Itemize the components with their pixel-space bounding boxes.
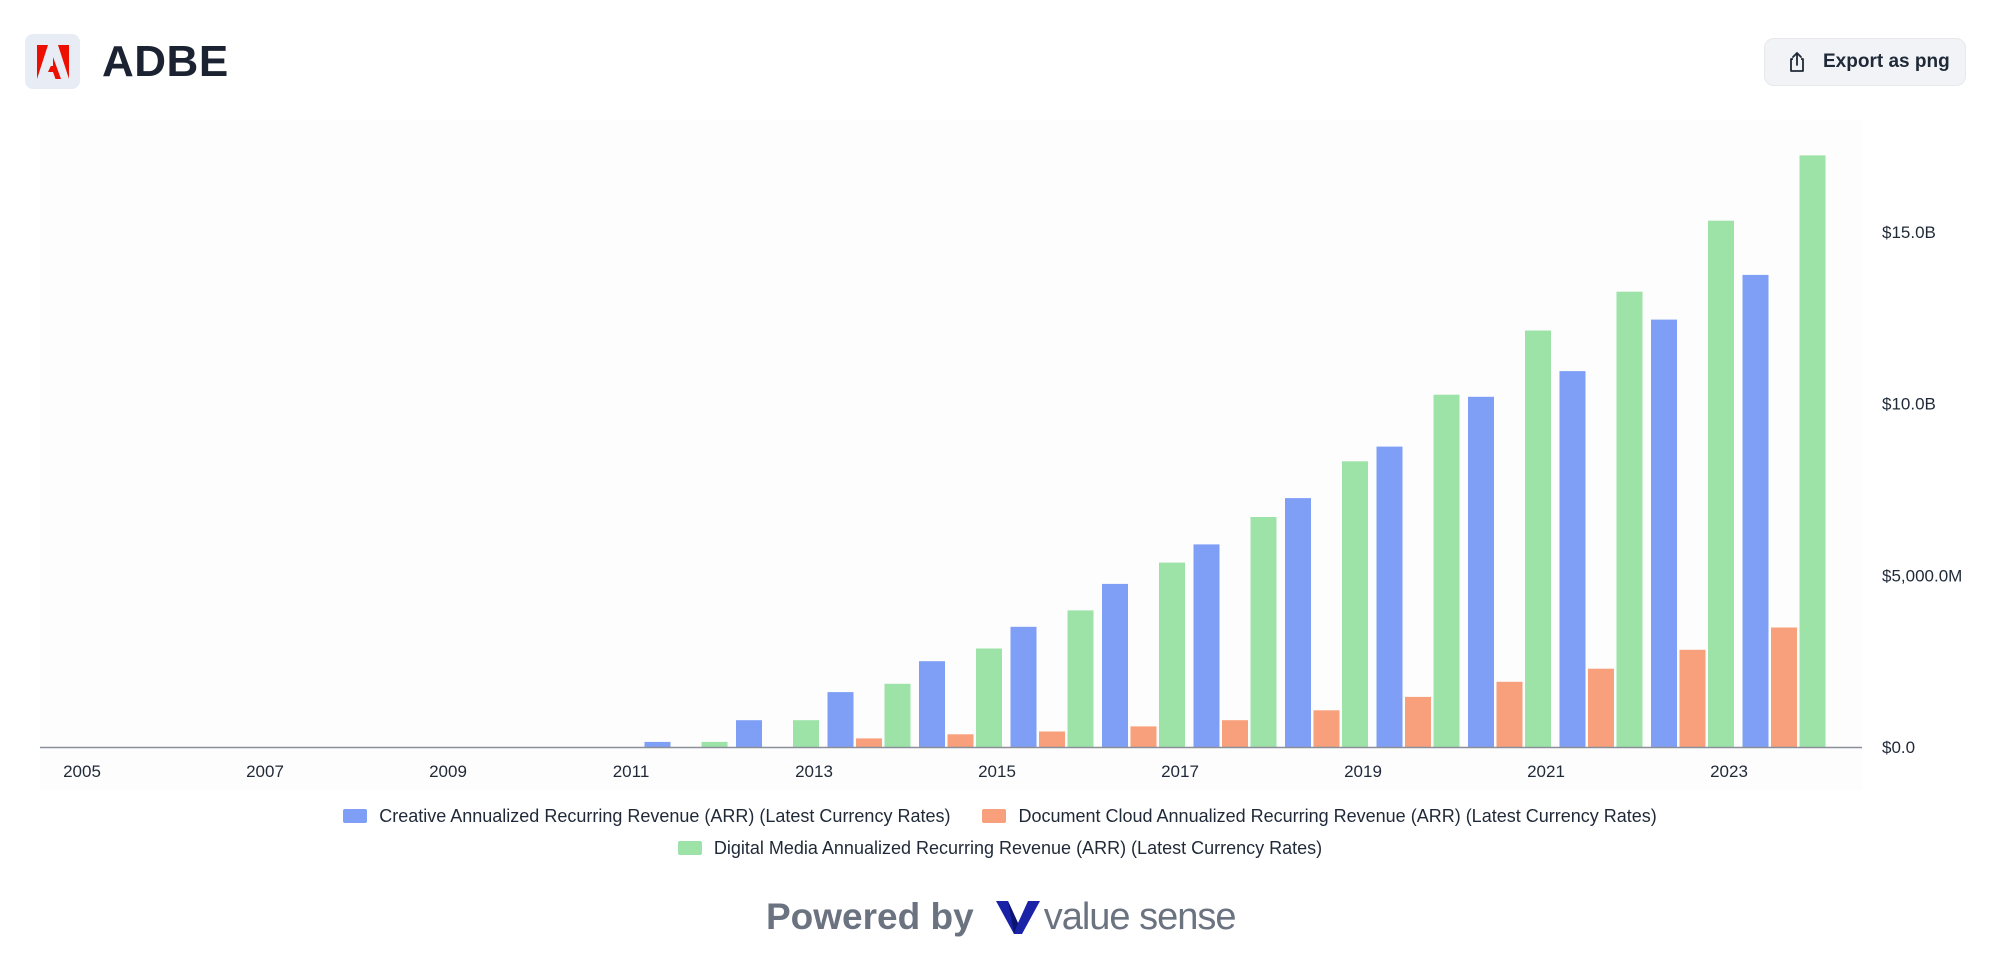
- legend-row-1: Creative Annualized Recurring Revenue (A…: [0, 800, 2000, 832]
- y-tick-3: $15.0B: [1882, 223, 1936, 242]
- x-tick-2011: 2011: [613, 762, 650, 781]
- bar-creative-2015[interactable]: [919, 661, 945, 747]
- valuesense-logo-icon: [995, 901, 1040, 934]
- bar-document-cloud-2023[interactable]: [1679, 649, 1706, 747]
- adobe-logo-left: [36, 44, 48, 79]
- bar-creative-2014[interactable]: [827, 692, 854, 747]
- bar-digital-media-2023[interactable]: [1708, 220, 1734, 747]
- legend-swatch-digital-media: [677, 841, 702, 855]
- x-tick-2023: 2023: [1710, 762, 1748, 781]
- x-tick-2019: 2019: [1344, 762, 1382, 781]
- legend-swatch-creative: [343, 809, 368, 823]
- x-tick-2015: 2015: [978, 762, 1016, 781]
- bar-document-cloud-2019[interactable]: [1313, 710, 1340, 747]
- bar-document-cloud-2020[interactable]: [1405, 696, 1431, 747]
- bar-creative-2021[interactable]: [1468, 396, 1494, 747]
- bar-creative-2017[interactable]: [1102, 583, 1128, 747]
- bar-digital-media-2012[interactable]: [701, 741, 728, 747]
- bar-document-cloud-2016[interactable]: [1039, 731, 1065, 748]
- chart-legend: Creative Annualized Recurring Revenue (A…: [0, 800, 2000, 864]
- bar-document-cloud-2024[interactable]: [1771, 627, 1797, 748]
- export-png-button[interactable]: Export as png: [1764, 38, 1966, 86]
- bar-document-cloud-2017[interactable]: [1130, 726, 1157, 747]
- bar-digital-media-2013[interactable]: [793, 720, 819, 747]
- powered-by-footer: Powered by value sense: [766, 892, 1236, 942]
- adobe-logo-graphic: [36, 44, 69, 79]
- bar-digital-media-2017[interactable]: [1159, 562, 1185, 747]
- arr-bar-chart: 2005 2007 2009 2011 2013 2015 2017 2019 2021 2023…: [40, 120, 1962, 790]
- header: ADBE Export as png: [0, 0, 2000, 120]
- legend-item-creative[interactable]: Creative Annualized Recurring Revenue (A…: [343, 806, 950, 827]
- legend-swatch-document-cloud: [982, 809, 1007, 823]
- y-tick-0: $0.0: [1882, 738, 1915, 757]
- powered-by-text: Powered by: [766, 896, 974, 937]
- bar-creative-2018[interactable]: [1193, 544, 1220, 747]
- bar-digital-media-2015[interactable]: [976, 648, 1002, 748]
- bar-document-cloud-2014[interactable]: [856, 738, 882, 747]
- bar-creative-2020[interactable]: [1376, 446, 1403, 747]
- bar-document-cloud-2022[interactable]: [1588, 668, 1614, 747]
- x-tick-2007: 2007: [246, 762, 284, 781]
- bar-digital-media-2014[interactable]: [884, 683, 911, 747]
- y-tick-2: $10.0B: [1882, 395, 1936, 414]
- x-tick-labels: 2005 2007 2009 2011 2013 2015 2017 2019 2021 2023: [63, 762, 1748, 781]
- bar-creative-2023[interactable]: [1651, 319, 1677, 747]
- legend-label-creative: Creative Annualized Recurring Revenue (A…: [379, 805, 951, 826]
- x-tick-2017: 2017: [1161, 762, 1199, 781]
- plot-background: [40, 120, 1862, 790]
- legend-label-document-cloud: Document Cloud Annualized Recurring Reve…: [1018, 805, 1657, 826]
- bar-creative-2013[interactable]: [736, 720, 762, 747]
- bar-digital-media-2022[interactable]: [1616, 291, 1643, 747]
- bar-digital-media-2024[interactable]: [1799, 155, 1826, 747]
- bar-digital-media-2019[interactable]: [1342, 461, 1368, 747]
- x-tick-2009: 2009: [429, 762, 467, 781]
- bar-creative-2019[interactable]: [1285, 498, 1311, 747]
- adobe-logo-right: [57, 44, 69, 79]
- x-tick-2013: 2013: [795, 762, 833, 781]
- ticker-title: ADBE: [102, 37, 229, 86]
- legend-row-2: Digital Media Annualized Recurring Reven…: [0, 832, 2000, 864]
- legend-label-digital-media: Digital Media Annualized Recurring Reven…: [713, 837, 1323, 858]
- bar-digital-media-2016[interactable]: [1067, 610, 1094, 747]
- bar-creative-2022[interactable]: [1559, 371, 1586, 747]
- adobe-logo-middle: [47, 56, 61, 79]
- adobe-logo-icon: [25, 34, 80, 89]
- bar-creative-2024[interactable]: [1742, 274, 1769, 747]
- bar-digital-media-2020[interactable]: [1433, 394, 1460, 747]
- share-upload-icon: [1790, 52, 1804, 72]
- legend-item-document-cloud[interactable]: Document Cloud Annualized Recurring Reve…: [982, 805, 1657, 827]
- x-tick-2005: 2005: [63, 762, 101, 781]
- bar-document-cloud-2018[interactable]: [1222, 720, 1248, 747]
- bars-group: [644, 155, 1826, 748]
- chart-area: 2005 2007 2009 2011 2013 2015 2017 2019 2021 2023…: [0, 120, 2000, 790]
- x-tick-2021: 2021: [1527, 762, 1565, 781]
- valuesense-brand-text: value sense: [1043, 895, 1237, 938]
- y-tick-labels: $0.0 $5,000.0M $10.0B $15.0B: [1882, 223, 1962, 757]
- bar-creative-2016[interactable]: [1010, 626, 1037, 747]
- bar-document-cloud-2021[interactable]: [1496, 681, 1523, 747]
- legend-item-digital-media[interactable]: Digital Media Annualized Recurring Reven…: [677, 837, 1323, 859]
- bar-document-cloud-2015[interactable]: [947, 734, 974, 747]
- bar-digital-media-2021[interactable]: [1525, 330, 1551, 748]
- bar-creative-2012[interactable]: [644, 741, 671, 747]
- export-button-label: Export as png: [1823, 51, 1950, 72]
- bar-digital-media-2018[interactable]: [1250, 517, 1277, 747]
- y-tick-1: $5,000.0M: [1882, 566, 1962, 585]
